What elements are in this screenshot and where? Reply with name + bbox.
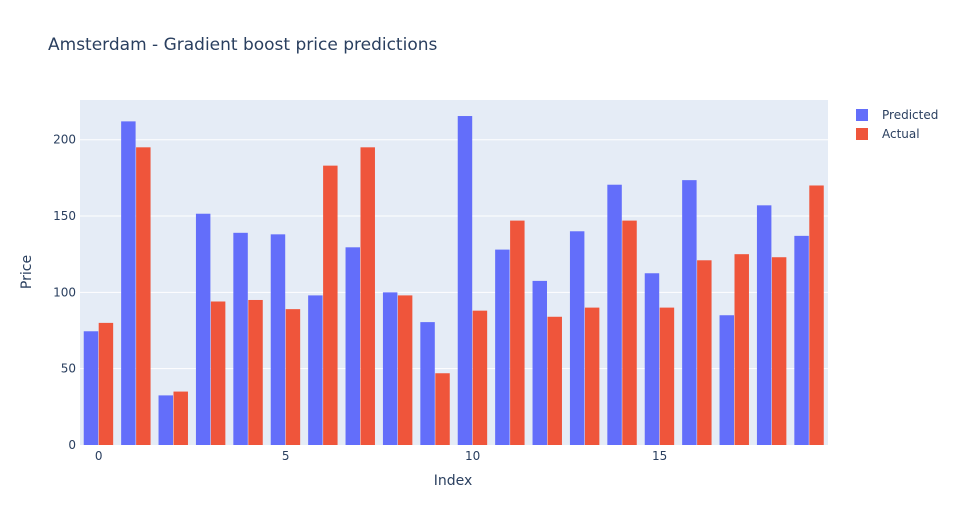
legend-label-actual[interactable]: Actual [882,127,920,141]
bar-predicted-11[interactable] [495,249,510,445]
x-tick-labels: 0 5 10 15 [95,449,667,463]
bar-predicted-17[interactable] [719,315,734,445]
bar-actual-10[interactable] [472,310,488,445]
bar-actual-14[interactable] [622,220,637,445]
legend-swatch-actual[interactable] [856,128,868,140]
bar-actual-3[interactable] [210,301,226,446]
bar-actual-2[interactable] [173,391,188,445]
bar-actual-0[interactable] [98,322,114,445]
y-tick-label: 100 [53,285,76,299]
bar-predicted-12[interactable] [532,280,547,445]
bar-actual-12[interactable] [547,316,562,445]
bar-actual-13[interactable] [584,307,600,445]
bar-actual-11[interactable] [510,220,525,445]
bar-predicted-15[interactable] [644,273,660,445]
bar-predicted-6[interactable] [308,295,323,445]
bar-predicted-5[interactable] [270,234,286,445]
bar-actual-17[interactable] [734,254,749,445]
bar-actual-5[interactable] [285,309,301,445]
y-tick-label: 50 [61,362,76,376]
x-axis-title: Index [434,473,473,489]
bar-actual-8[interactable] [397,295,413,445]
bar-actual-19[interactable] [809,185,824,446]
bar-predicted-4[interactable] [233,232,248,445]
bar-predicted-18[interactable] [756,205,772,445]
x-tick-label: 0 [95,449,103,463]
bar-predicted-13[interactable] [569,231,585,445]
bar-predicted-2[interactable] [158,395,173,445]
x-tick-label: 10 [465,449,480,463]
legend-swatch-predicted[interactable] [856,109,868,121]
plot-area [80,100,828,445]
bar-actual-9[interactable] [435,373,450,445]
y-tick-label: 0 [68,438,76,452]
bar-predicted-16[interactable] [682,180,697,445]
bar-actual-16[interactable] [697,260,712,445]
bars[interactable] [83,116,824,446]
y-tick-label: 200 [53,133,76,147]
y-tick-labels: 0 50 100 150 200 [53,133,76,452]
bar-predicted-8[interactable] [382,292,398,445]
y-tick-label: 150 [53,209,76,223]
y-axis-title: Price [19,255,35,289]
x-tick-label: 15 [652,449,667,463]
x-tick-label: 5 [282,449,290,463]
bar-actual-7[interactable] [360,147,375,445]
legend-label-predicted[interactable]: Predicted [882,108,938,122]
bar-predicted-19[interactable] [794,235,809,445]
bar-predicted-14[interactable] [607,184,622,445]
bar-predicted-9[interactable] [420,322,435,445]
bar-predicted-10[interactable] [457,116,473,445]
bar-actual-1[interactable] [136,147,151,445]
bar-actual-15[interactable] [659,307,675,445]
legend[interactable]: Predicted Actual [856,108,938,141]
bar-actual-6[interactable] [323,165,338,445]
bar-predicted-1[interactable] [121,121,136,446]
chart-title: Amsterdam - Gradient boost price predict… [48,35,437,55]
bar-predicted-3[interactable] [195,213,211,445]
bar-predicted-0[interactable] [83,331,99,445]
bar-actual-18[interactable] [771,257,787,445]
bar-actual-4[interactable] [248,299,263,445]
bar-predicted-7[interactable] [345,247,360,445]
